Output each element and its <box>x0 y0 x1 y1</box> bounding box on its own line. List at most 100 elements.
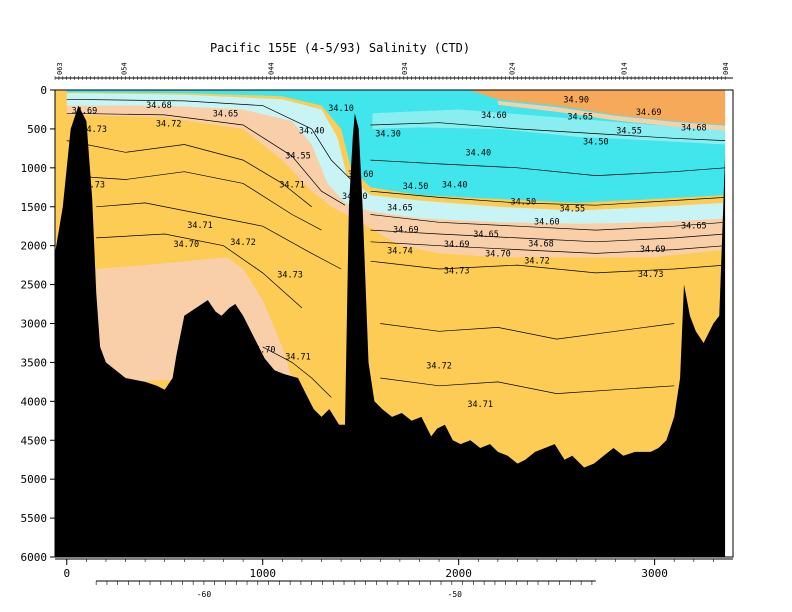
contour-line <box>370 159 726 176</box>
band-peach-upper <box>66 105 726 258</box>
contour-label: 34.40 <box>299 127 325 137</box>
station-label: 054 <box>121 62 129 75</box>
plot-area: 34.69 34.68 34.73 34.72 34.65 34.40 34.10 34.30… <box>55 90 733 557</box>
y-tick-label: 1000 <box>21 162 48 175</box>
contour-label: 34.72 <box>156 120 182 130</box>
contour-label: 34.50 <box>511 197 537 207</box>
contour-label: 34.68 <box>146 101 172 111</box>
chart-title: Pacific 155E (4-5/93) Salinity (CTD) <box>210 41 470 55</box>
x-tick-label: 2000 <box>445 567 472 580</box>
contour-label: 34.60 <box>534 218 560 228</box>
contour-line <box>96 233 303 309</box>
contour-label: 34.69 <box>393 225 419 235</box>
contour-label: 34.73 <box>638 270 664 280</box>
x-tick-label: 0 <box>63 567 70 580</box>
bathymetry-mask <box>55 105 733 557</box>
contour-label: 34.70 <box>342 192 368 202</box>
contour-label: 34.69 <box>636 108 662 118</box>
band-orange-north <box>468 90 726 125</box>
contour-line <box>380 377 675 394</box>
contour-label: 34.68 <box>681 124 707 134</box>
plot-right-blank <box>725 90 733 557</box>
contour-label: 34.55 <box>285 152 311 162</box>
contour-label: 34.65 <box>567 113 593 123</box>
y-tick-label: 0 <box>40 84 47 97</box>
contour-line <box>66 112 346 206</box>
contour-label: 34.55 <box>616 127 642 137</box>
axes: 0 500 1000 1500 2000 2500 3000 3500 4000 4500 5000… <box>21 62 734 599</box>
contour-line <box>370 190 726 206</box>
y-tick-label: 2000 <box>21 240 48 253</box>
contour-label: 34.70 <box>174 240 200 250</box>
contour-label: 34.65 <box>473 230 499 240</box>
station-label: 034 <box>401 62 409 75</box>
contour-labels: 34.69 34.68 34.73 34.72 34.65 34.40 34.10 34.30… <box>72 96 707 410</box>
contour-line <box>66 98 352 180</box>
contour-label: 34.71 <box>187 221 213 231</box>
contour-label: 34.60 <box>481 111 507 121</box>
station-label: 063 <box>56 62 64 75</box>
contour-label: 34.74 <box>387 246 413 256</box>
contour-label: 34.71 <box>279 180 305 190</box>
contour-label: 34.65 <box>387 204 413 214</box>
contour-label: 34.73 <box>277 271 303 281</box>
contour-label: 34.30 <box>375 130 401 140</box>
contour-line <box>96 202 342 270</box>
y-tick-label: 2500 <box>21 279 48 292</box>
contour-line <box>66 140 312 208</box>
contour-label: 34.50 <box>403 182 429 192</box>
lat-tick-label: -60 <box>197 590 212 599</box>
contour-label: 34.60 <box>348 170 374 180</box>
contour-label: 34.50 <box>583 138 609 148</box>
y-tick-label: 5000 <box>21 473 48 486</box>
contour-label: 34.70 <box>250 345 276 355</box>
contour-label: 34.73 <box>79 180 105 190</box>
y-tick-label: 500 <box>27 123 47 136</box>
y-tick-label: 3000 <box>21 318 48 331</box>
contour-label: 34.40 <box>466 148 492 158</box>
x-tick-label: 1000 <box>249 567 276 580</box>
x-tick-label: 3000 <box>641 567 668 580</box>
contour-label: 34.90 <box>563 96 589 106</box>
contour-line <box>370 260 726 274</box>
contour-label: 34.68 <box>528 239 554 249</box>
contour-line <box>380 323 675 340</box>
y-tick-label: 5500 <box>21 512 48 525</box>
y-tick-label: 4500 <box>21 434 48 447</box>
contour-label: 34.72 <box>230 238 256 248</box>
contour-label: 34.55 <box>560 204 586 214</box>
contour-label: 34.70 <box>485 250 511 260</box>
contour-label: 34.71 <box>285 352 311 362</box>
contour-label: 34.69 <box>444 240 470 250</box>
contour-label: 34.72 <box>524 257 550 267</box>
lat-tick-label: -50 <box>448 590 463 599</box>
y-tick-label: 6000 <box>21 551 48 564</box>
y-tick-label: 1500 <box>21 201 48 214</box>
contour-line <box>370 229 726 243</box>
y-tick-label: 3500 <box>21 356 48 369</box>
contour-label: 34.72 <box>426 362 452 372</box>
contour-label: 34.69 <box>72 106 98 116</box>
contour-label: 34.40 <box>442 180 468 190</box>
station-label: 024 <box>509 62 517 75</box>
station-label: 014 <box>620 62 628 75</box>
contour-lines <box>66 98 726 398</box>
station-label: 044 <box>268 62 276 75</box>
station-label: 004 <box>722 62 730 75</box>
contour-line <box>262 346 332 398</box>
contour-line <box>370 122 726 141</box>
contour-label: 34.10 <box>328 104 354 114</box>
contour-label: 34.69 <box>640 245 666 255</box>
contour-label: 34.73 <box>81 125 107 135</box>
contour-label: 34.71 <box>467 400 493 410</box>
contour-label: 34.65 <box>213 110 239 120</box>
contour-label: 34.73 <box>444 267 470 277</box>
contour-line <box>370 241 726 254</box>
contour-label: 34.65 <box>681 222 707 232</box>
contour-line <box>66 171 322 231</box>
band-peach-north <box>497 100 726 131</box>
band-light-cyan <box>66 93 726 224</box>
contour-line <box>370 214 726 231</box>
y-tick-label: 4000 <box>21 395 48 408</box>
